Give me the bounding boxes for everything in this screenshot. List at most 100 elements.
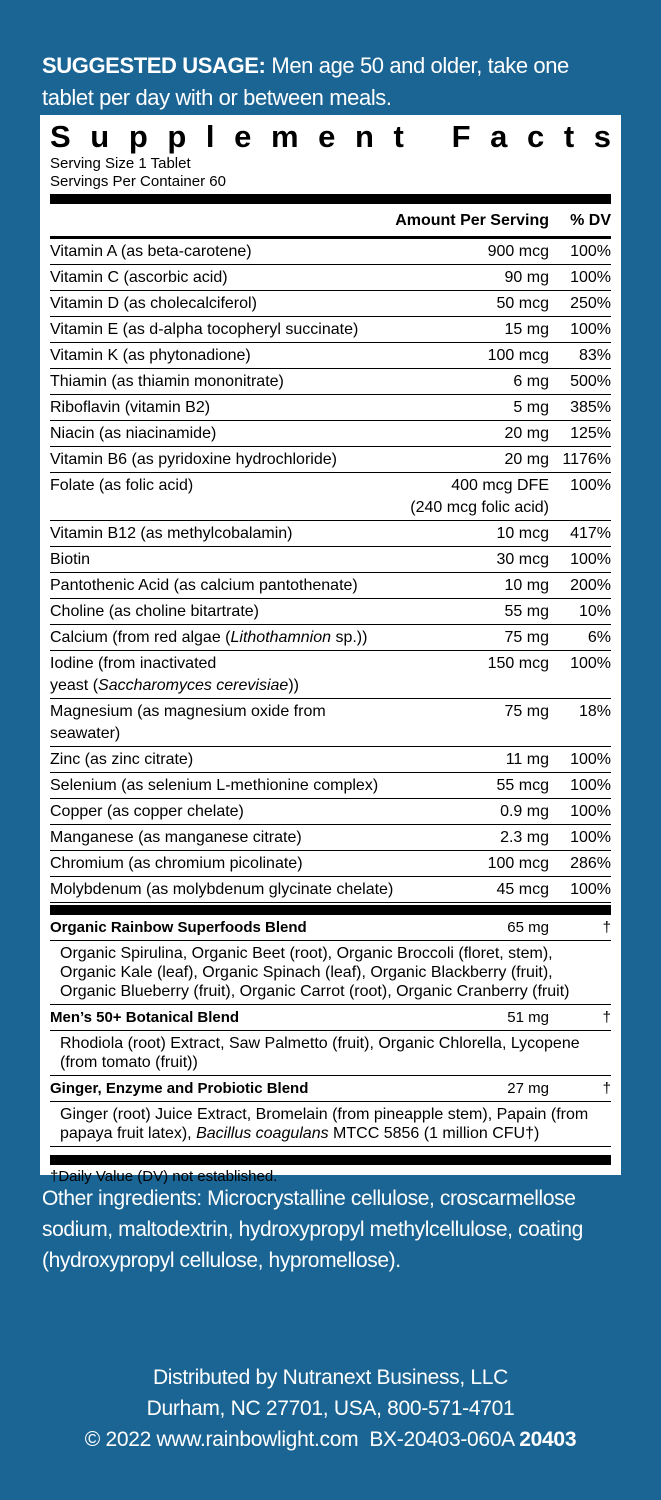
text-segment: Iodine (from inactivated [50, 655, 217, 672]
nutrient-row: Vitamin K (as phytonadione) 100 mcg 83% [50, 343, 611, 369]
blend-name: Ginger, Enzyme and Probiotic Blend [50, 1080, 309, 1097]
nutrient-name: Niacin (as niacinamide) [50, 423, 399, 445]
text-segment: Folate (as folic acid) [50, 477, 194, 494]
nutrient-row: Vitamin A (as beta-carotene) 900 mcg 100% [50, 239, 611, 265]
nutrient-row: Vitamin C (ascorbic acid) 90 mg 100% [50, 265, 611, 291]
nutrient-row: Biotin 30 mcg 100% [50, 547, 611, 573]
amount-line: 2.3 mg [500, 829, 549, 846]
nutrient-amount: 55 mg [399, 601, 549, 623]
text-segment: Chromium (as chromium picolinate) [50, 855, 303, 872]
text-segment: )) [288, 677, 299, 694]
nutrient-name: Molybdenum (as molybdenum glycinate chel… [50, 879, 399, 901]
nutrient-amount: 11 mg [399, 749, 549, 771]
amount-line: 400 mcg DFE [451, 477, 549, 494]
text-segment: Bacillus coagulans [196, 1125, 329, 1142]
text-segment: Ginger (root) Juice Extract, Bromelain (… [60, 1106, 589, 1142]
text-segment: Choline (as choline bitartrate) [50, 603, 259, 620]
dist-line: Durham, NC 27701, USA, 800-571-4701 [146, 1397, 515, 1420]
footnote: †Daily Value (DV) not established. [50, 1168, 278, 1185]
nutrient-row: Vitamin B12 (as methylcobalamin) 10 mcg 41… [50, 521, 611, 547]
nutrient-dv: 286% [570, 855, 611, 872]
nutrient-dv: 100% [570, 243, 611, 260]
nutrient-name: Thiamin (as thiamin mononitrate) [50, 371, 399, 393]
nutrient-name: Copper (as copper chelate) [50, 801, 399, 823]
divider [50, 1155, 611, 1165]
text-segment: Organic Spirulina, Organic Beet (root), … [60, 945, 570, 1000]
amount-line: 90 mg [504, 269, 549, 286]
nutrient-row: Vitamin B6 (as pyridoxine hydrochloride)… [50, 447, 611, 473]
nutrient-name: Biotin [50, 549, 399, 571]
servings: Servings Per Container 60 [50, 173, 226, 190]
nutrient-row: Copper (as copper chelate) 0.9 mg 100% [50, 799, 611, 825]
nutrient-row: Pantothenic Acid (as calcium pantothenat… [50, 573, 611, 599]
nutrient-amount: 75 mg [399, 627, 549, 649]
blend-row: Ginger, Enzyme and Probiotic Blend 27 mg † [50, 1076, 611, 1102]
nutrient-amount: 20 mg [399, 423, 549, 445]
nutrient-dv: 100% [570, 829, 611, 846]
nutrient-name: Calcium (from red algae (Lithothamnion s… [50, 627, 399, 649]
nutrient-dv: 6% [587, 629, 611, 646]
text-segment: Vitamin C (ascorbic acid) [50, 269, 228, 286]
nutrient-dv: 417% [570, 525, 611, 542]
nutrient-amount: 2.3 mg [399, 827, 549, 849]
blend-ingredients: Organic Spirulina, Organic Beet (root), … [50, 941, 611, 1005]
amount-line: 10 mcg [496, 525, 549, 542]
text-segment: Manganese (as manganese citrate) [50, 829, 302, 846]
text-segment: Niacin (as niacinamide) [50, 425, 217, 442]
nutrient-row: Iodine (from inactivated yeast (Saccharom… [50, 651, 611, 699]
text-segment: Vitamin B12 (as methylcobalamin) [50, 525, 293, 542]
nutrient-row: Choline (as choline bitartrate) 55 mg 10% [50, 599, 611, 625]
blend-row: Organic Rainbow Superfoods Blend 65 mg † [50, 915, 611, 941]
text-segment: Riboflavin (vitamin B2) [50, 399, 211, 416]
nutrient-amount: 20 mg [399, 449, 549, 471]
text-segment: Thiamin (as thiamin mononitrate) [50, 373, 284, 390]
amount-line: 5 mg [513, 399, 549, 416]
nutrient-dv: 250% [570, 295, 611, 312]
blend-row: Men’s 50+ Botanical Blend 51 mg † [50, 1005, 611, 1031]
amount-line: 50 mcg [496, 295, 549, 312]
dist-line: © 2022 www.rainbowlight.com BX-20403-060… [0, 1424, 661, 1455]
amount-line: 10 mg [504, 577, 549, 594]
header-row: Amount Per Serving % DV [50, 204, 611, 239]
nutrient-amount: 75 mg [399, 701, 549, 745]
nutrient-name: Chromium (as chromium picolinate) [50, 853, 399, 875]
blend-amount: 27 mg [507, 1080, 549, 1097]
nutrient-dv: 100% [570, 269, 611, 286]
nutrient-rows: Vitamin A (as beta-carotene) 900 mcg 100% V… [50, 239, 611, 903]
text-segment: Biotin [50, 551, 91, 568]
text-segment: yeast ( [50, 677, 99, 694]
blend-dv: † [602, 1080, 611, 1097]
header-dv: % DV [570, 212, 611, 229]
amount-line: 55 mcg [496, 777, 549, 794]
nutrient-dv: 10% [578, 603, 611, 620]
text-segment: sp.)) [331, 629, 368, 646]
nutrient-amount: 50 mcg [399, 293, 549, 315]
text-segment: Calcium (from red algae ( [50, 629, 231, 646]
other-ingredients: Other ingredients: Microcrystalline cell… [42, 1187, 583, 1272]
text-segment: Vitamin B6 (as pyridoxine hydrochloride) [50, 451, 337, 468]
nutrient-dv: 200% [570, 577, 611, 594]
nutrient-amount: 45 mcg [399, 879, 549, 901]
nutrient-name: Vitamin C (ascorbic acid) [50, 267, 399, 289]
text-segment: Vitamin A (as beta-carotene) [50, 243, 252, 260]
blend-ingredients: Ginger (root) Juice Extract, Bromelain (… [50, 1102, 611, 1147]
text-segment: Saccharomyces cerevisiae [98, 677, 289, 694]
text-segment: Pantothenic Acid (as calcium pantothenat… [50, 577, 358, 594]
nutrient-dv: 500% [570, 373, 611, 390]
nutrient-name: Vitamin K (as phytonadione) [50, 345, 399, 367]
dist-text: © 2022 www.rainbowlight.com BX-20403-060… [84, 1428, 514, 1451]
nutrient-dv: 1176% [562, 451, 611, 468]
nutrient-row: Thiamin (as thiamin mononitrate) 6 mg 500% [50, 369, 611, 395]
nutrient-dv: 100% [570, 477, 611, 494]
product-code: 20403 [519, 1428, 577, 1451]
amount-line: 15 mg [504, 321, 549, 338]
amount-line: 0.9 mg [500, 803, 549, 820]
usage-label: SUGGESTED USAGE: [42, 53, 266, 78]
nutrient-dv: 125% [570, 425, 611, 442]
nutrient-amount: 30 mcg [399, 549, 549, 571]
nutrient-dv: 100% [570, 777, 611, 794]
text-segment: Vitamin D (as cholecalciferol) [50, 295, 257, 312]
nutrient-dv: 18% [578, 703, 611, 720]
nutrient-amount: 100 mcg [399, 345, 549, 367]
